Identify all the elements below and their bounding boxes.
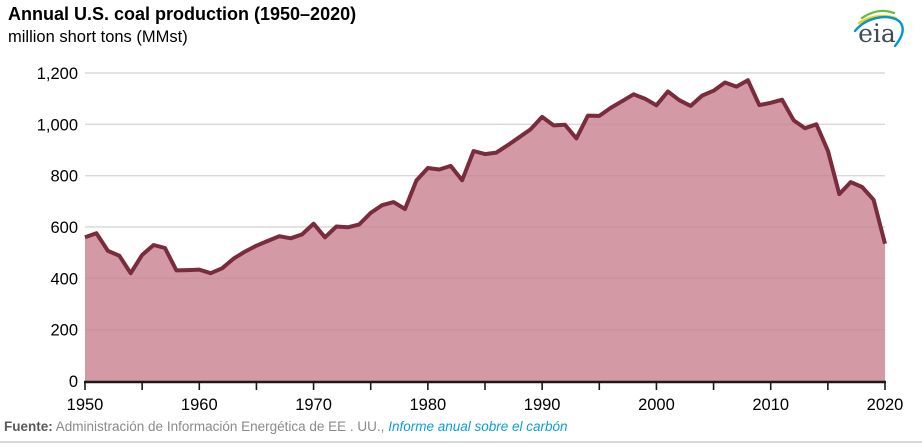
x-tick-label: 1980 (409, 396, 446, 414)
bottom-divider (0, 441, 922, 443)
eia-logo-text: eia (858, 19, 896, 48)
x-tick-label: 1990 (524, 396, 561, 414)
y-tick-label: 200 (50, 322, 78, 340)
source-text: Administración de Información Energética… (55, 419, 385, 434)
x-tick-label: 1960 (181, 396, 218, 414)
y-tick-label: 400 (50, 270, 78, 288)
y-tick-label: 0 (69, 373, 78, 391)
chart-title: Annual U.S. coal production (1950–2020) (8, 4, 357, 24)
area-fill (85, 80, 885, 381)
trend-line (84, 78, 887, 276)
chart-subtitle: million short tons (MMst) (8, 28, 188, 46)
y-tick-label: 800 (50, 168, 78, 186)
eia-logo: eia (850, 4, 910, 52)
x-tick-label: 2020 (867, 396, 904, 414)
eia-logo-blue-arc (853, 15, 904, 48)
x-tick-label: 2010 (752, 396, 789, 414)
source-label: Fuente: (4, 419, 53, 434)
x-tick-label: 1970 (295, 396, 332, 414)
area-chart: 0 200 400 600 800 1,000 1,200 1950 1960 1970 1980 1… (37, 65, 904, 414)
y-tick-label: 600 (50, 219, 78, 237)
y-tick-label: 1,000 (37, 116, 78, 134)
source-note: Fuente: Administración de Información En… (4, 419, 568, 434)
source-link[interactable]: Informe anual sobre el carbón (388, 419, 568, 434)
x-tick-label: 2000 (638, 396, 675, 414)
y-tick-label: 1,200 (37, 65, 78, 83)
x-tick-label: 1950 (67, 396, 104, 414)
eia-logo-green-arc (860, 9, 896, 20)
